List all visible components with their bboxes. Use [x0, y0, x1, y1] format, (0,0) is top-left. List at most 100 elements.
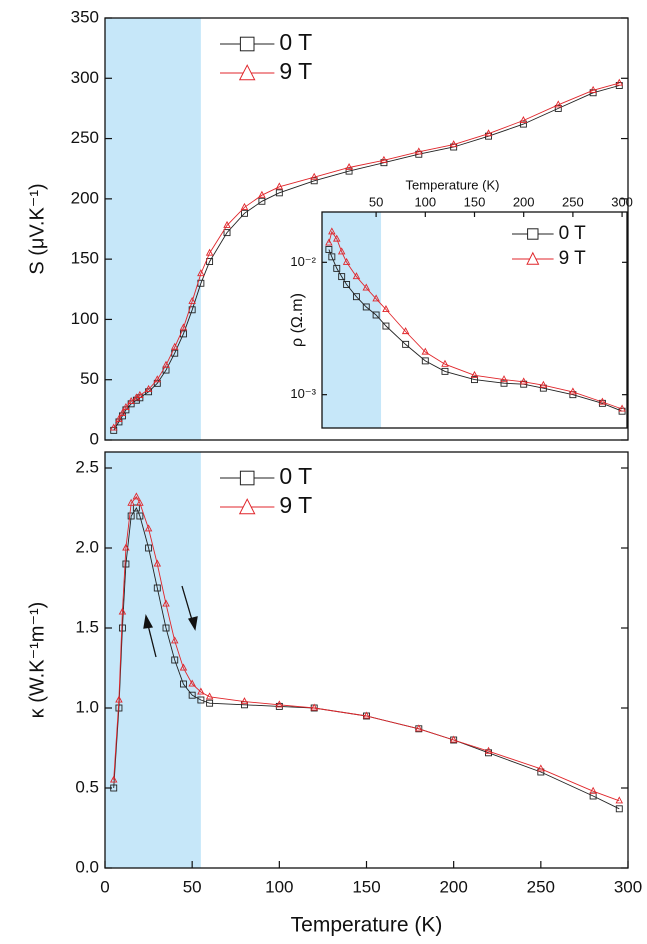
marker [554, 104, 562, 112]
marker [197, 687, 205, 695]
x-tick-label: 200 [513, 194, 535, 209]
y-tick-label: 0 [90, 429, 99, 448]
marker [343, 281, 351, 288]
marker [362, 283, 371, 291]
marker [122, 560, 130, 568]
legend-label: 9 T [279, 58, 312, 84]
legend-label: 0 T [279, 463, 312, 489]
marker [188, 296, 196, 304]
marker [188, 691, 196, 699]
marker [188, 679, 196, 687]
marker [441, 359, 449, 367]
marker [132, 504, 140, 512]
marker [615, 78, 624, 86]
marker [162, 599, 170, 607]
marker [537, 764, 545, 772]
marker [554, 100, 563, 108]
panel: 0.0 0.5 1.0 1.5 2.0 2.5 0 50 100 150 200 250 300 Temp… [26, 451, 642, 937]
plot-area [109, 78, 624, 434]
marker [519, 120, 527, 128]
arrow-head [143, 614, 154, 629]
x-axis-label: Temperature (K) [291, 914, 443, 937]
marker [328, 227, 336, 235]
marker [500, 375, 508, 383]
x-tick-label: 50 [369, 194, 383, 209]
marker [519, 116, 528, 124]
marker [127, 498, 135, 506]
y-tick-label: 2.5 [75, 457, 99, 476]
plot-area [325, 227, 626, 415]
marker [171, 656, 179, 664]
marker [362, 303, 370, 311]
marker [115, 695, 123, 703]
legend-label: 9 T [559, 248, 587, 269]
marker [484, 129, 493, 137]
x-tick-label: 50 [183, 877, 202, 896]
marker [338, 273, 346, 281]
marker [240, 697, 249, 705]
x-tick-label: 150 [464, 194, 486, 209]
marker [170, 636, 179, 644]
marker [615, 805, 623, 813]
marker [153, 584, 161, 592]
y-tick-label: 1.5 [75, 617, 99, 636]
y-tick-label: 2.0 [75, 537, 99, 556]
marker [345, 163, 353, 171]
y-axis-label: ρ (Ω.m) [289, 293, 306, 347]
marker [258, 197, 266, 205]
marker [325, 246, 333, 253]
plot-frame [104, 17, 629, 441]
marker [500, 379, 508, 387]
marker [421, 357, 429, 365]
legend-marker [526, 251, 540, 265]
marker [109, 775, 118, 783]
marker [618, 404, 626, 412]
marker [136, 498, 144, 506]
arrow-head [187, 616, 198, 631]
marker [569, 387, 577, 395]
marker [372, 311, 380, 319]
marker [223, 229, 231, 237]
marker [345, 167, 353, 175]
x-tick-label: 100 [414, 194, 436, 209]
x-tick-label: 300 [611, 194, 633, 209]
series-line [113, 85, 620, 431]
legend-marker [238, 498, 256, 515]
y-tick-label: 100 [71, 309, 99, 328]
y-tick-label: 10⁻³ [290, 386, 316, 401]
marker [206, 258, 214, 266]
series-line [328, 230, 623, 410]
y-tick-label: 250 [71, 128, 99, 147]
plot-area [109, 492, 624, 813]
y-tick-label: 300 [71, 68, 99, 87]
legend-marker [527, 228, 539, 240]
marker [205, 692, 214, 700]
marker [342, 257, 351, 265]
series-line [113, 495, 620, 802]
marker [258, 190, 266, 198]
marker [333, 234, 341, 242]
marker [449, 735, 458, 743]
marker [132, 492, 141, 500]
marker [382, 322, 390, 330]
y-tick-label: 0.5 [75, 777, 99, 796]
marker [223, 220, 231, 228]
marker [372, 294, 380, 302]
marker [310, 172, 318, 180]
marker [362, 711, 371, 719]
marker [115, 415, 123, 423]
x-tick-label: 300 [614, 877, 642, 896]
x-tick-label: 250 [527, 877, 555, 896]
marker [519, 377, 528, 385]
marker [136, 512, 144, 520]
y-tick-label: 200 [71, 188, 99, 207]
marker [153, 375, 162, 383]
highlight-region [322, 212, 382, 428]
marker [484, 746, 493, 754]
legend-marker [239, 36, 255, 52]
marker [122, 402, 130, 410]
marker [441, 367, 449, 375]
marker [328, 253, 336, 261]
y-axis-label: κ (W.K⁻¹m⁻¹) [26, 602, 48, 719]
